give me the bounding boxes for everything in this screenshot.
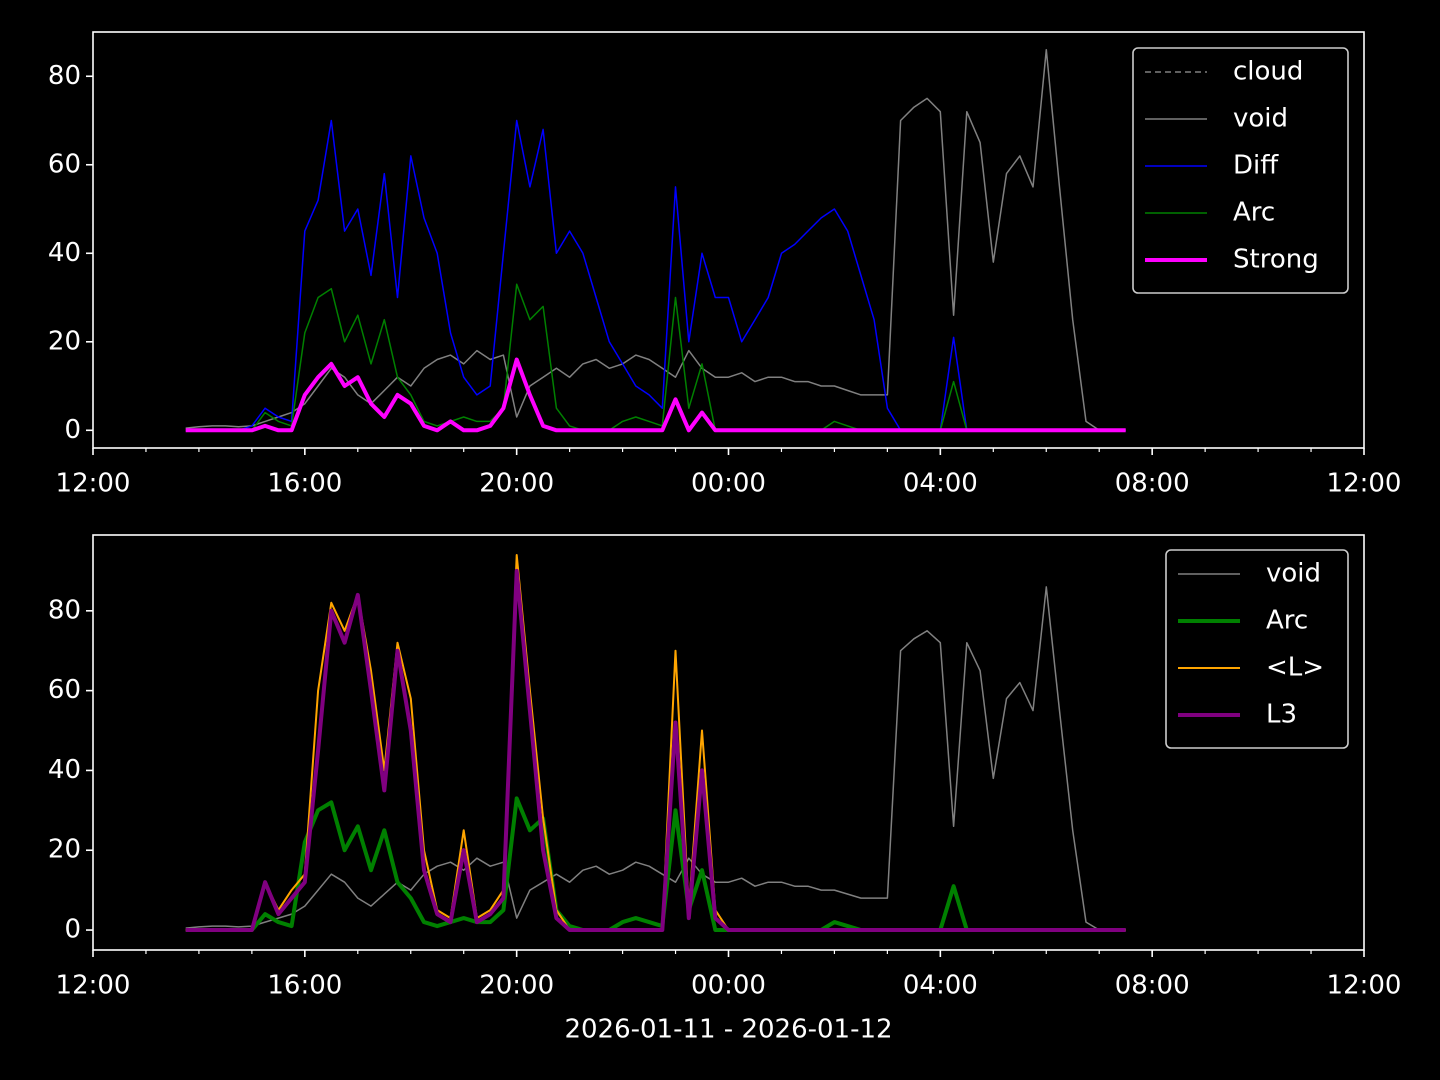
y-tick-label: 0 (64, 915, 81, 945)
legend-label: Diff (1233, 151, 1279, 181)
legend-label: Arc (1233, 198, 1275, 228)
x-tick-label: 20:00 (479, 971, 554, 1001)
x-tick-label: 20:00 (479, 469, 554, 499)
y-tick-label: 40 (48, 238, 81, 268)
series-line (185, 48, 1126, 432)
y-tick-label: 20 (48, 326, 81, 356)
y-tick-label: 20 (48, 835, 81, 865)
x-tick-label: 16:00 (267, 971, 342, 1001)
series-line (185, 586, 1126, 931)
legend-label: L3 (1266, 700, 1297, 730)
x-tick-label: 04:00 (903, 971, 978, 1001)
legend-label: void (1233, 104, 1288, 134)
x-tick-label: 08:00 (1115, 469, 1190, 499)
legend-label: void (1266, 559, 1321, 589)
y-tick-label: 0 (64, 415, 81, 445)
x-tick-label: 16:00 (267, 469, 342, 499)
x-tick-label: 00:00 (691, 469, 766, 499)
y-tick-label: 40 (48, 755, 81, 785)
y-tick-label: 80 (48, 595, 81, 625)
y-tick-label: 80 (48, 61, 81, 91)
x-tick-label: 00:00 (691, 971, 766, 1001)
series-line (185, 357, 1126, 433)
x-tick-label: 12:00 (56, 469, 131, 499)
legend-label: cloud (1233, 57, 1303, 87)
x-tick-label: 04:00 (903, 469, 978, 499)
y-tick-label: 60 (48, 675, 81, 705)
legend-label: Arc (1266, 606, 1308, 636)
legend-label: Strong (1233, 245, 1319, 275)
legend-label: <L> (1266, 653, 1324, 683)
legend-box (1165, 549, 1349, 749)
legend-box (1132, 47, 1349, 294)
x-axis-label: 2026-01-11 - 2026-01-12 (564, 1015, 892, 1045)
y-tick-label: 60 (48, 149, 81, 179)
x-tick-label: 12:00 (56, 971, 131, 1001)
series-line (185, 568, 1126, 932)
x-tick-label: 12:00 (1327, 971, 1402, 1001)
x-tick-label: 12:00 (1327, 469, 1402, 499)
x-tick-label: 08:00 (1115, 971, 1190, 1001)
